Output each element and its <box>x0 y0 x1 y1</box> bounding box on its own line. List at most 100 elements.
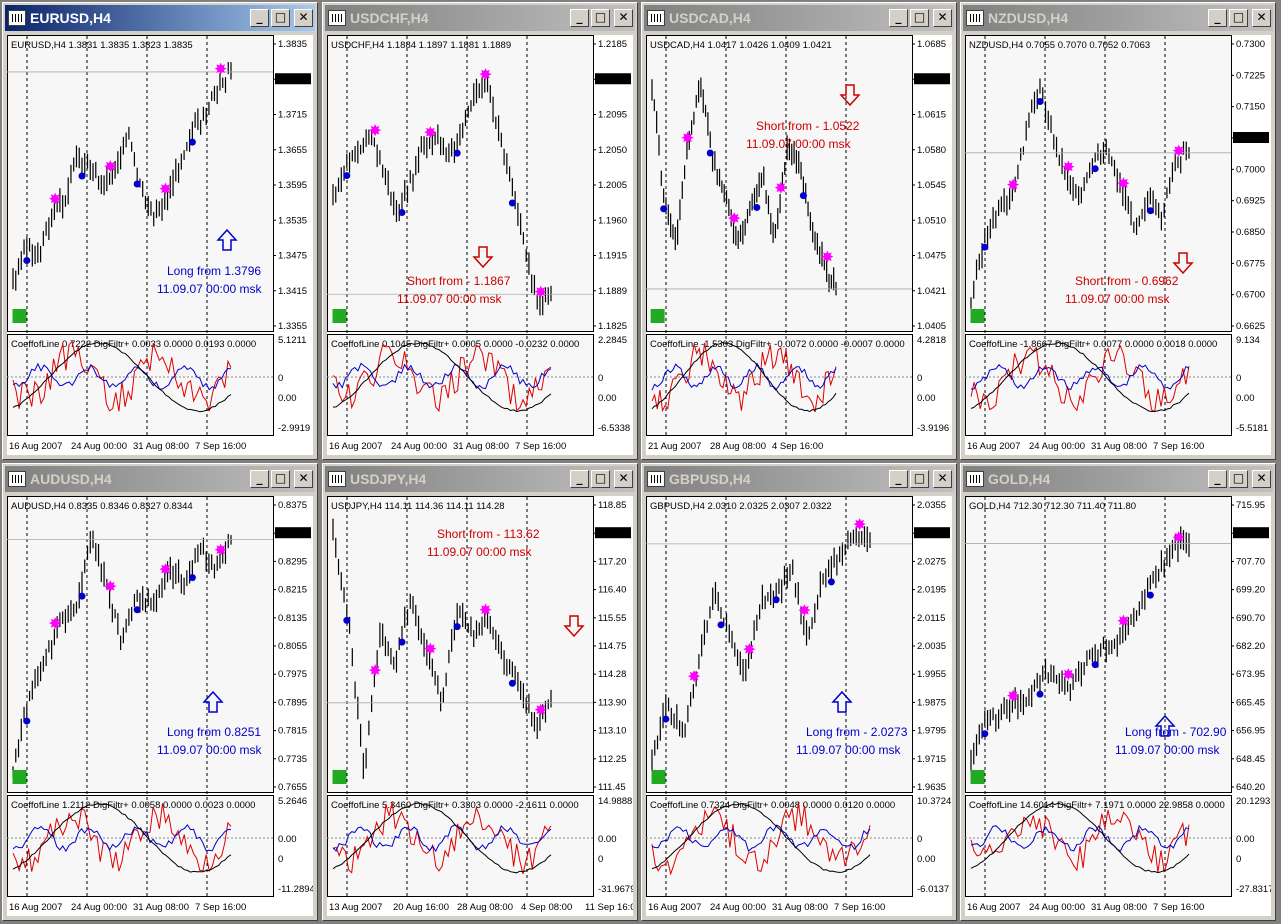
chart-window-icon[interactable] <box>966 10 984 26</box>
main-chart-area[interactable] <box>327 496 594 793</box>
minimize-button[interactable]: _ <box>1208 9 1227 27</box>
minimize-button[interactable]: _ <box>1208 470 1227 488</box>
chart-window-usdjpy-h4[interactable]: USDJPY,H4 _ □ ✕ 13 Aug 2007 20 Aug 16:00 28 Au… <box>322 463 638 921</box>
arrow-down-icon <box>563 615 585 638</box>
close-button[interactable]: ✕ <box>294 9 313 27</box>
minimize-button[interactable]: _ <box>570 470 589 488</box>
pivot-dot <box>717 621 725 629</box>
maximize-button[interactable]: □ <box>1229 9 1248 27</box>
chart-window-usdchf-h4[interactable]: USDCHF,H4 _ □ ✕ 16 Aug 2007 24 Aug 00:00 31 Au… <box>322 2 638 460</box>
pivot-dot <box>706 149 714 157</box>
pivot-dot <box>188 138 196 146</box>
main-chart-area[interactable] <box>965 35 1232 332</box>
maximize-button[interactable]: □ <box>910 470 929 488</box>
chart-window-icon[interactable] <box>328 10 346 26</box>
price-chart[interactable]: 16 Aug 2007 24 Aug 00:00 31 Aug 08:00 7 Sep… <box>965 496 1271 916</box>
indicator-header: CoeffofLine 0.7222 DigFiltr+ 0.0033 0.00… <box>11 339 256 350</box>
close-button[interactable]: ✕ <box>614 9 633 27</box>
maximize-button[interactable]: □ <box>910 9 929 27</box>
minimize-button[interactable]: _ <box>889 470 908 488</box>
chart-window-eurusd-h4[interactable]: EURUSD,H4 _ □ ✕ 16 Aug 2007 24 Aug 00:00 31 Au… <box>2 2 318 460</box>
signal-star: ✸ <box>687 667 700 686</box>
price-chart[interactable]: 21 Aug 2007 28 Aug 08:00 4 Sep 16:00 1.0685… <box>646 35 952 455</box>
smooth-line <box>970 802 1190 874</box>
pivot-dot <box>343 616 351 624</box>
indicator-area[interactable] <box>7 334 274 436</box>
chart-window-icon[interactable] <box>8 471 26 487</box>
price-axis-label: 648.45 <box>1236 754 1265 765</box>
indicator-area[interactable] <box>327 334 594 436</box>
chart-window-title: EURUSD,H4 <box>30 10 111 26</box>
minimize-button[interactable]: _ <box>250 9 269 27</box>
main-chart-area[interactable] <box>965 496 1232 793</box>
indicator-area[interactable] <box>646 795 913 897</box>
price-axis-label: 0.8215 <box>278 585 307 596</box>
price-axis-label: 673.95 <box>1236 669 1265 680</box>
indicator-area[interactable] <box>7 795 274 897</box>
maximize-button[interactable]: □ <box>271 9 290 27</box>
close-button[interactable]: ✕ <box>614 470 633 488</box>
arrow-up-icon <box>1154 714 1176 737</box>
chart-window-icon[interactable] <box>8 10 26 26</box>
close-button[interactable]: ✕ <box>1252 9 1271 27</box>
price-chart[interactable]: 16 Aug 2007 24 Aug 00:00 31 Aug 08:00 7 Sep… <box>327 35 633 455</box>
chart-window-title: GBPUSD,H4 <box>669 471 751 487</box>
close-button[interactable]: ✕ <box>1252 470 1271 488</box>
chart-window-gbpusd-h4[interactable]: GBPUSD,H4 _ □ ✕ 16 Aug 2007 24 Aug 00:00 31 Au… <box>641 463 957 921</box>
pivot-dot <box>827 578 835 586</box>
price-axis-label: 0.6625 <box>1236 321 1265 332</box>
price-chart[interactable]: 13 Aug 2007 20 Aug 16:00 28 Aug 08:00 4 Sep… <box>327 496 633 916</box>
chart-window-icon[interactable] <box>966 471 984 487</box>
current-price-box <box>595 527 631 539</box>
price-chart[interactable]: 16 Aug 2007 24 Aug 00:00 31 Aug 08:00 7 Sep… <box>965 35 1271 455</box>
chart-titlebar[interactable]: GBPUSD,H4 _ □ ✕ <box>644 466 954 492</box>
close-button[interactable]: ✕ <box>294 470 313 488</box>
main-chart-area[interactable] <box>327 35 594 332</box>
minimize-button[interactable]: _ <box>250 470 269 488</box>
chart-window-usdcad-h4[interactable]: USDCAD,H4 _ □ ✕ 21 Aug 2007 28 Aug 08:00 4 Sep… <box>641 2 957 460</box>
pivot-dot <box>78 592 86 600</box>
price-axis-label: 1.3715 <box>278 110 307 121</box>
chart-window-gold-h4[interactable]: GOLD,H4 _ □ ✕ 16 Aug 2007 24 Aug 00:00 31 Aug … <box>960 463 1276 921</box>
main-chart-area[interactable] <box>646 496 913 793</box>
chart-titlebar[interactable]: EURUSD,H4 _ □ ✕ <box>5 5 315 31</box>
signal-star: ✸ <box>728 209 741 228</box>
close-button[interactable]: ✕ <box>933 470 952 488</box>
price-chart[interactable]: 16 Aug 2007 24 Aug 00:00 31 Aug 08:00 7 Sep… <box>646 496 952 916</box>
price-chart[interactable]: 16 Aug 2007 24 Aug 00:00 31 Aug 08:00 7 Sep… <box>7 35 313 455</box>
chart-titlebar[interactable]: AUDUSD,H4 _ □ ✕ <box>5 466 315 492</box>
chart-titlebar[interactable]: NZDUSD,H4 _ □ ✕ <box>963 5 1273 31</box>
indicator-area[interactable] <box>965 795 1232 897</box>
chart-window-icon[interactable] <box>328 471 346 487</box>
price-axis-label: 111.45 <box>598 782 626 793</box>
chart-titlebar[interactable]: USDCHF,H4 _ □ ✕ <box>325 5 635 31</box>
minimize-button[interactable]: _ <box>570 9 589 27</box>
chart-window-audusd-h4[interactable]: AUDUSD,H4 _ □ ✕ 16 Aug 2007 24 Aug 00:00 31 Au… <box>2 463 318 921</box>
signal-star: ✸ <box>104 157 117 176</box>
price-chart[interactable]: 16 Aug 2007 24 Aug 00:00 31 Aug 08:00 7 Sep… <box>7 496 313 916</box>
signal-star: ✸ <box>774 178 787 197</box>
maximize-button[interactable]: □ <box>591 9 610 27</box>
close-button[interactable]: ✕ <box>933 9 952 27</box>
price-axis-label: 1.3475 <box>278 251 307 262</box>
chart-window-icon[interactable] <box>647 10 665 26</box>
signal-text: Short from - 1.1867 <box>407 274 511 288</box>
price-axis-label: 116.40 <box>598 585 626 596</box>
price-axis-label: 0.8135 <box>278 613 307 624</box>
maximize-button[interactable]: □ <box>271 470 290 488</box>
signal-star: ✸ <box>743 640 756 659</box>
main-chart-area[interactable] <box>646 35 913 332</box>
indicator-area[interactable] <box>965 334 1232 436</box>
chart-titlebar[interactable]: USDJPY,H4 _ □ ✕ <box>325 466 635 492</box>
signal-text: 11.09.07 00:00 msk <box>157 282 263 296</box>
signal-star: ✸ <box>1062 158 1075 177</box>
maximize-button[interactable]: □ <box>1229 470 1248 488</box>
indicator-area[interactable] <box>327 795 594 897</box>
pivot-dot <box>23 256 31 264</box>
maximize-button[interactable]: □ <box>591 470 610 488</box>
minimize-button[interactable]: _ <box>889 9 908 27</box>
chart-titlebar[interactable]: USDCAD,H4 _ □ ✕ <box>644 5 954 31</box>
chart-window-nzdusd-h4[interactable]: NZDUSD,H4 _ □ ✕ 16 Aug 2007 24 Aug 00:00 31 Au… <box>960 2 1276 460</box>
chart-titlebar[interactable]: GOLD,H4 _ □ ✕ <box>963 466 1273 492</box>
chart-window-icon[interactable] <box>647 471 665 487</box>
